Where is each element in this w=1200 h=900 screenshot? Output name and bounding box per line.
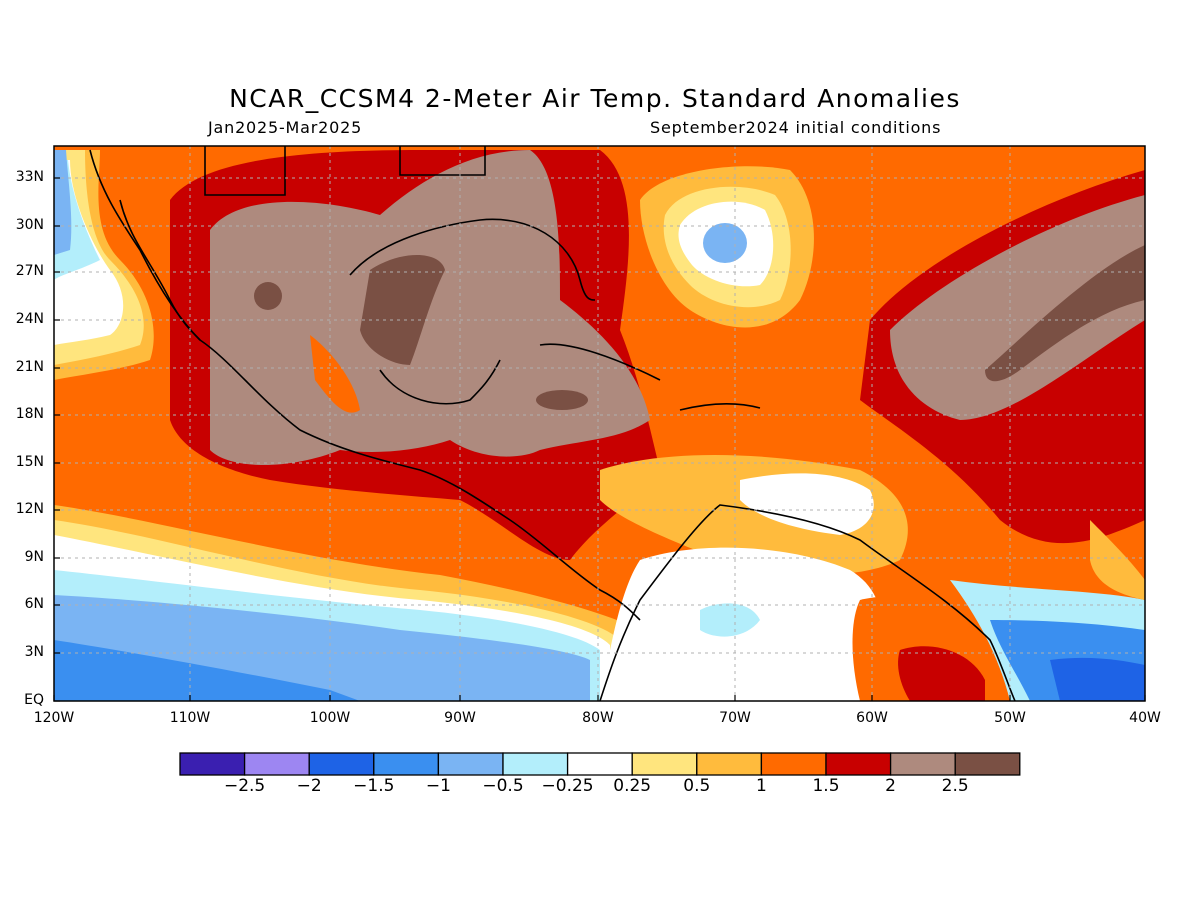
lat-label: 21N — [15, 359, 44, 375]
field-gt2.5-gulf — [360, 255, 445, 365]
axis-ticks — [53, 177, 1146, 702]
field-neg1-south — [54, 640, 360, 701]
map-title: NCAR_CCSM4 2-Meter Air Temp. Standard An… — [229, 84, 961, 113]
lon-label: 110W — [169, 710, 211, 726]
colorbar-label: 1 — [755, 776, 767, 796]
colorbar-label: −2.5 — [223, 776, 266, 796]
colorbar-label: 0.25 — [613, 776, 652, 796]
colorbar-label: 0.5 — [683, 776, 711, 796]
lon-label: 100W — [309, 710, 351, 726]
lat-label: EQ — [24, 692, 44, 708]
colorbar-label: −1.5 — [353, 776, 395, 796]
lon-label: 120W — [33, 710, 75, 726]
colorbar-swatch — [889, 752, 956, 776]
colorbar-swatch — [696, 752, 763, 776]
colorbar-swatch — [954, 752, 1021, 776]
colorbar-swatch — [825, 752, 892, 776]
colorbar-label: 1.5 — [812, 776, 840, 796]
lat-label: 15N — [15, 454, 44, 470]
lat-label: 33N — [15, 169, 44, 185]
initial-conditions: September2024 initial conditions — [650, 118, 942, 137]
colorbar-swatch — [308, 752, 375, 776]
colorbar — [179, 752, 1021, 776]
lat-label: 27N — [15, 263, 44, 279]
colorbar-swatch — [179, 752, 246, 776]
colorbar-label: −0.25 — [541, 776, 594, 796]
lat-label: 30N — [15, 217, 44, 233]
lat-label: 12N — [15, 501, 44, 517]
colorbar-swatch — [502, 752, 569, 776]
lon-label: 50W — [994, 710, 1026, 726]
lon-label: 40W — [1129, 710, 1161, 726]
colorbar-label: 2 — [885, 776, 896, 796]
valid-period: Jan2025-Mar2025 — [208, 118, 363, 137]
lat-label: 9N — [24, 549, 44, 565]
colorbar-swatch — [243, 752, 310, 776]
colorbar-label: −0.5 — [482, 776, 524, 796]
colorbar-swatch — [760, 752, 827, 776]
graticule — [54, 146, 1145, 701]
lat-label: 18N — [15, 406, 44, 422]
colorbar-swatch — [631, 752, 698, 776]
lon-label: 90W — [444, 710, 476, 726]
lon-label: 80W — [582, 710, 614, 726]
colorbar-label: −1 — [425, 776, 451, 796]
anomaly-fields — [54, 146, 1145, 701]
lat-label: 3N — [24, 644, 44, 660]
lon-label: 60W — [856, 710, 888, 726]
colorbar-swatch — [373, 752, 440, 776]
colorbar-label: −2 — [296, 776, 322, 796]
lat-label: 6N — [24, 596, 44, 612]
colorbar-swatch — [566, 752, 633, 776]
coastlines — [89, 146, 1016, 701]
lon-label: 70W — [719, 710, 751, 726]
map-frame — [53, 145, 1146, 702]
colorbar-swatch — [437, 752, 504, 776]
lat-label: 24N — [15, 311, 44, 327]
colorbar-label: 2.5 — [941, 776, 969, 796]
